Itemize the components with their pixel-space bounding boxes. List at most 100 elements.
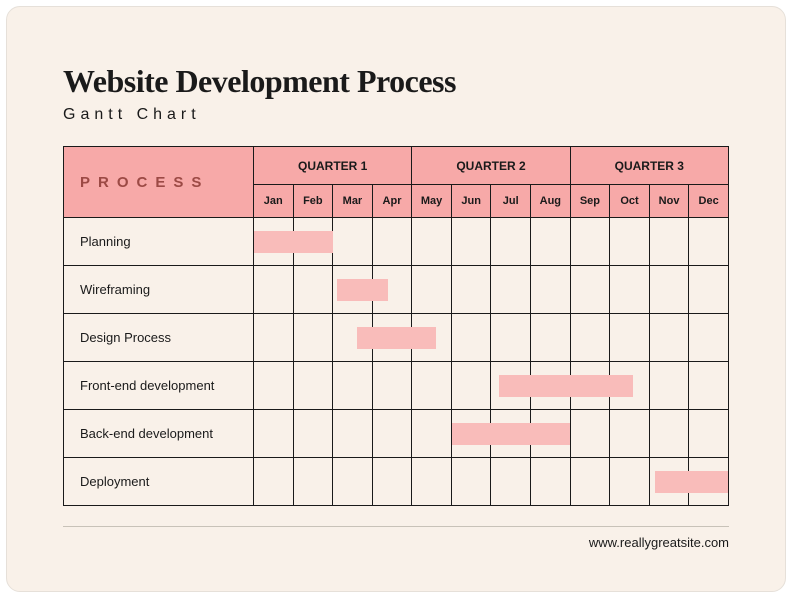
grid-cell <box>570 266 610 313</box>
grid-cell <box>609 458 649 505</box>
task-row: Front-end development <box>64 361 728 409</box>
gantt-chart: PROCESS QUARTER 1QUARTER 2QUARTER 3 JanF… <box>63 146 729 506</box>
page-title: Website Development Process <box>63 63 729 100</box>
gantt-card: Website Development Process Gantt Chart … <box>6 6 786 592</box>
grid-cell <box>649 362 689 409</box>
grid-cell <box>451 314 491 361</box>
month-cell: Oct <box>609 185 649 217</box>
grid-cell <box>649 410 689 457</box>
grid-cell <box>688 410 728 457</box>
gantt-header: PROCESS QUARTER 1QUARTER 2QUARTER 3 JanF… <box>64 147 728 217</box>
month-cell: May <box>411 185 451 217</box>
month-cell: Jul <box>490 185 530 217</box>
grid-cell <box>372 458 412 505</box>
gantt-bar <box>655 471 728 493</box>
grid-cell <box>293 266 333 313</box>
task-timeline <box>254 410 728 457</box>
task-timeline <box>254 266 728 313</box>
grid-cell <box>649 218 689 265</box>
month-cell: Jan <box>254 185 293 217</box>
grid-cell <box>411 266 451 313</box>
grid-cell <box>411 410 451 457</box>
month-row: JanFebMarAprMayJunJulAugSepOctNovDec <box>254 185 728 217</box>
grid-cell <box>411 218 451 265</box>
task-label: Planning <box>64 218 254 265</box>
grid-cell <box>570 314 610 361</box>
grid-cell <box>411 362 451 409</box>
quarter-row: QUARTER 1QUARTER 2QUARTER 3 <box>254 147 728 185</box>
task-label: Back-end development <box>64 410 254 457</box>
gantt-bar <box>254 231 333 253</box>
grid-cell <box>688 266 728 313</box>
grid-cell <box>293 362 333 409</box>
gantt-bar <box>337 279 388 301</box>
task-timeline <box>254 362 728 409</box>
grid-cell <box>332 410 372 457</box>
task-label: Deployment <box>64 458 254 505</box>
task-timeline <box>254 314 728 361</box>
task-row: Deployment <box>64 457 728 505</box>
quarter-cell: QUARTER 2 <box>411 147 569 185</box>
grid-cell <box>254 266 293 313</box>
task-label: Design Process <box>64 314 254 361</box>
grid-cell <box>688 218 728 265</box>
grid-cell <box>609 314 649 361</box>
grid-cell <box>332 458 372 505</box>
footer-url: www.reallygreatsite.com <box>589 535 729 550</box>
task-timeline <box>254 458 728 505</box>
grid-cell <box>570 218 610 265</box>
month-cell: Apr <box>372 185 412 217</box>
grid-cell <box>293 314 333 361</box>
grid-cell <box>649 266 689 313</box>
grid-cell <box>688 362 728 409</box>
grid-cell <box>293 410 333 457</box>
gantt-bar <box>357 327 436 349</box>
month-cell: Dec <box>688 185 728 217</box>
grid-cell <box>530 314 570 361</box>
grid-cell <box>490 458 530 505</box>
grid-cell <box>372 362 412 409</box>
grid-cell <box>332 218 372 265</box>
task-label: Front-end development <box>64 362 254 409</box>
task-label: Wireframing <box>64 266 254 313</box>
grid-cell <box>293 458 333 505</box>
month-cell: Mar <box>332 185 372 217</box>
grid-cell <box>490 314 530 361</box>
task-row: Wireframing <box>64 265 728 313</box>
grid-cell <box>609 410 649 457</box>
grid-cell <box>649 314 689 361</box>
grid-cell <box>490 266 530 313</box>
grid-cell <box>490 218 530 265</box>
grid-cell <box>688 314 728 361</box>
grid-cell <box>451 218 491 265</box>
process-header: PROCESS <box>64 147 254 217</box>
footer: www.reallygreatsite.com <box>63 526 729 550</box>
grid-cell <box>530 458 570 505</box>
month-cell: Sep <box>570 185 610 217</box>
grid-cell <box>451 362 491 409</box>
task-row: Design Process <box>64 313 728 361</box>
gantt-body: PlanningWireframingDesign ProcessFront-e… <box>64 217 728 505</box>
task-row: Planning <box>64 217 728 265</box>
month-cell: Feb <box>293 185 333 217</box>
grid-cell <box>609 266 649 313</box>
task-row: Back-end development <box>64 409 728 457</box>
grid-cell <box>254 314 293 361</box>
grid-cell <box>411 458 451 505</box>
quarter-cell: QUARTER 3 <box>570 147 728 185</box>
grid-cell <box>332 362 372 409</box>
month-cell: Nov <box>649 185 689 217</box>
grid-cell <box>451 458 491 505</box>
grid-cell <box>451 266 491 313</box>
grid-cell <box>254 410 293 457</box>
timeline-header: QUARTER 1QUARTER 2QUARTER 3 JanFebMarApr… <box>254 147 728 217</box>
quarter-cell: QUARTER 1 <box>254 147 411 185</box>
grid-cell <box>372 410 412 457</box>
gantt-bar <box>452 423 571 445</box>
grid-cell <box>570 410 610 457</box>
month-cell: Aug <box>530 185 570 217</box>
grid-cell <box>609 218 649 265</box>
grid-cell <box>530 218 570 265</box>
gantt-bar <box>499 375 633 397</box>
grid-cell <box>254 458 293 505</box>
